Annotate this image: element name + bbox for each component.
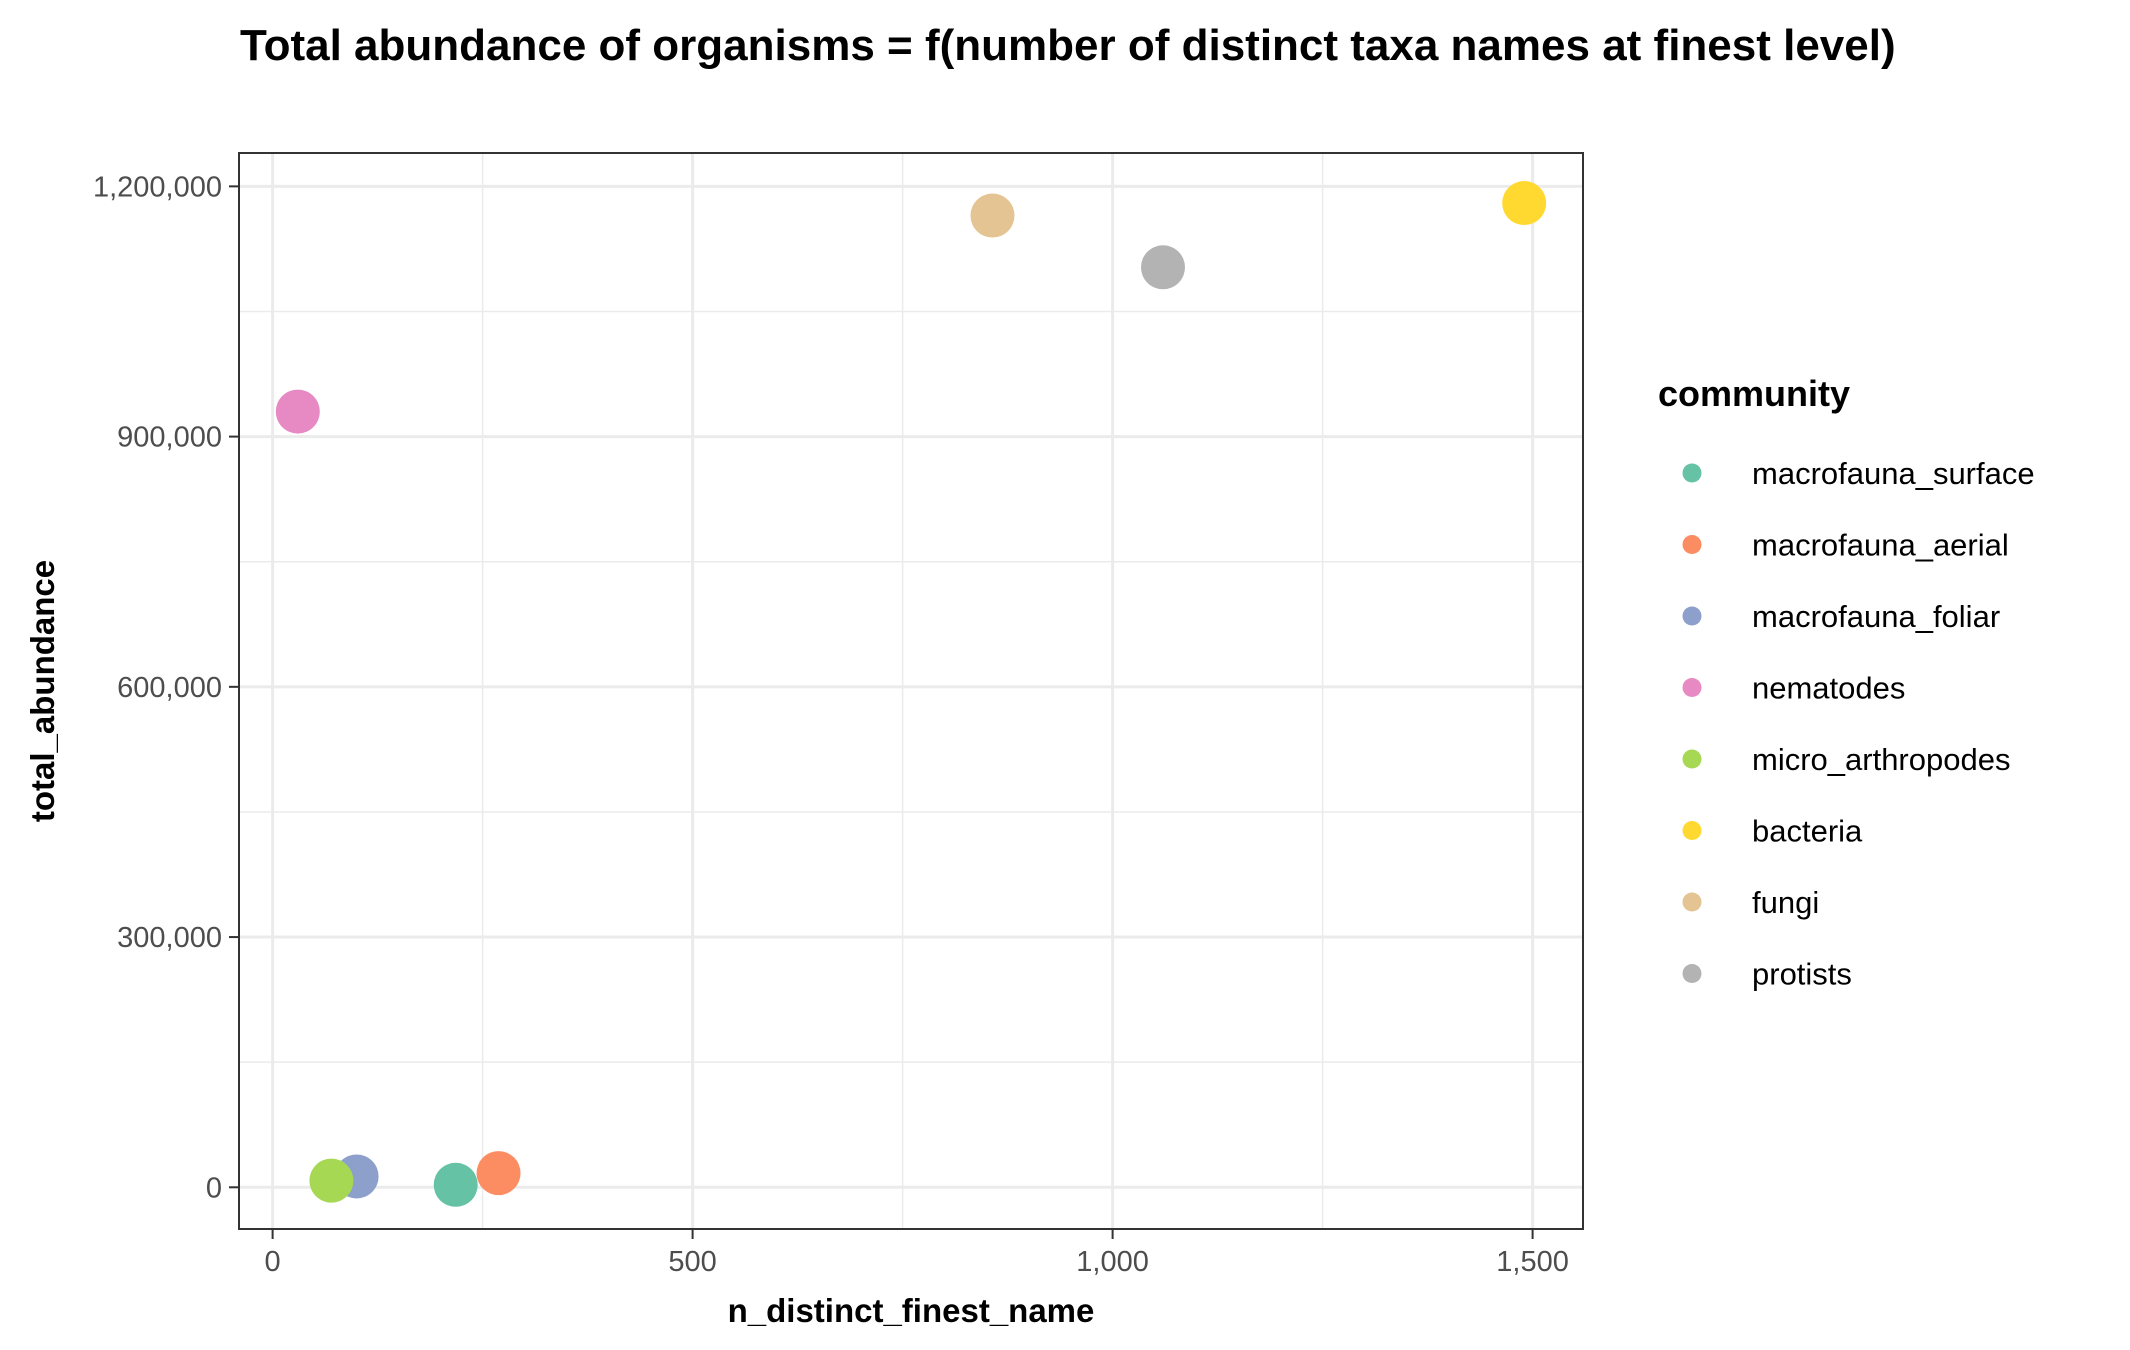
x-axis-title: n_distinct_finest_name (728, 1292, 1095, 1329)
data-point-fungi (970, 193, 1015, 238)
legend-key-nematodes (1682, 678, 1702, 697)
legend-key-micro_arthropodes (1682, 749, 1702, 769)
y-tick-label: 900,000 (117, 422, 222, 454)
legend-key-fungi (1682, 892, 1702, 912)
data-point-bacteria (1502, 181, 1547, 226)
legend-label-bacteria: bacteria (1752, 814, 1863, 849)
legend-title: community (1658, 373, 1850, 414)
axis-layer: 0 500 1,000 1,500 0 300,000 600,000 900,000 1,20… (93, 171, 1569, 1278)
legend-label-macrofauna_aerial: macrofauna_aerial (1752, 528, 2009, 563)
grid-layer (239, 153, 1583, 1229)
legend-label-macrofauna_surface: macrofauna_surface (1752, 456, 2035, 491)
legend-key-macrofauna_surface (1682, 463, 1702, 483)
legend-key-bacteria (1682, 821, 1702, 840)
plot-panel-border (238, 152, 1584, 1230)
legend-key-macrofauna_aerial (1682, 535, 1702, 554)
legend-label-fungi: fungi (1752, 885, 1819, 920)
x-tick-label: 500 (668, 1246, 716, 1278)
legend-key-macrofauna_foliar (1682, 606, 1702, 626)
legend-label-micro_arthropodes: micro_arthropodes (1752, 742, 2010, 777)
y-tick-label: 0 (206, 1172, 222, 1204)
x-tick-label: 1,500 (1496, 1246, 1569, 1278)
data-point-nematodes (275, 389, 320, 434)
y-tick-label: 600,000 (117, 672, 222, 704)
data-point-protists (1141, 245, 1185, 290)
y-tick-label: 300,000 (117, 922, 222, 954)
y-tick-label: 1,200,000 (93, 171, 222, 203)
data-point-micro_arthropodes (309, 1158, 354, 1203)
x-tick-label: 1,000 (1076, 1246, 1149, 1278)
data-point-macrofauna_surface (433, 1162, 478, 1207)
data-point-macrofauna_aerial (476, 1151, 521, 1196)
points-layer (275, 181, 1547, 1207)
x-tick-label: 0 (265, 1246, 281, 1278)
legend-key-protists (1682, 964, 1702, 983)
legend-label-protists: protists (1752, 957, 1852, 992)
legend-label-macrofauna_foliar: macrofauna_foliar (1752, 599, 2000, 634)
legend-items: macrofauna_surface macrofauna_aerialmacro… (1682, 456, 2035, 992)
chart-title: Total abundance of organisms = f(number … (240, 21, 1896, 70)
y-axis-title: total_abundance (24, 560, 61, 822)
legend: community macrofauna_surface macrofauna_a… (1658, 373, 2035, 992)
legend-label-nematodes: nematodes (1752, 671, 1905, 706)
